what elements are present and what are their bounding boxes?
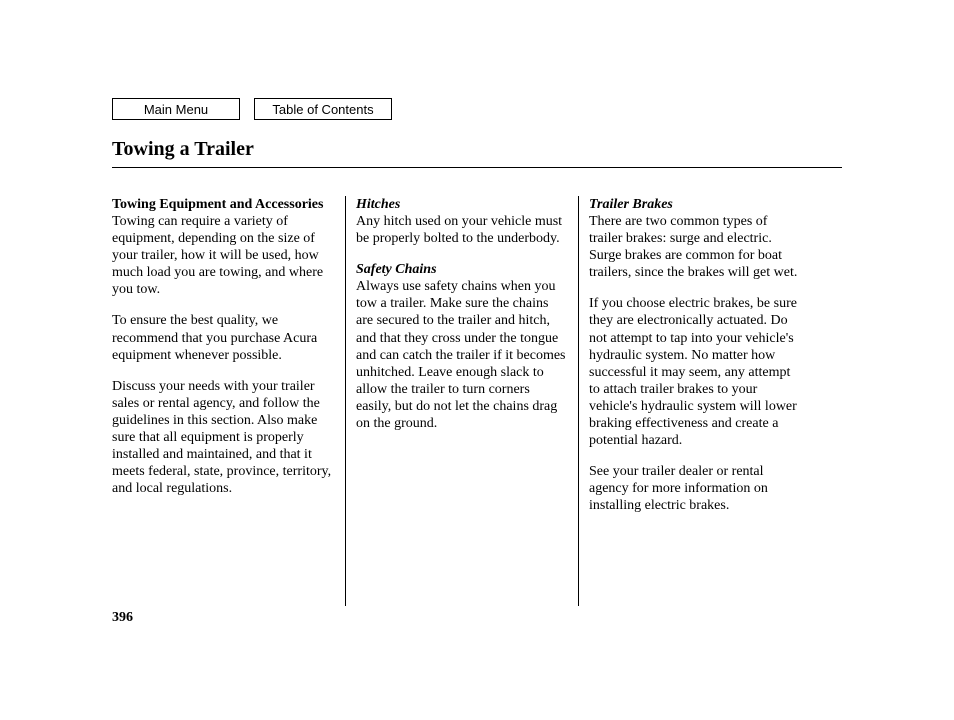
body-paragraph: Always use safety chains when you tow a …	[356, 278, 568, 432]
manual-page: Main Menu Table of Contents Towing a Tra…	[112, 98, 842, 606]
page-number: 396	[112, 610, 133, 626]
body-paragraph: There are two common types of trailer br…	[589, 213, 801, 281]
content-columns: Towing Equipment and Accessories Towing …	[112, 196, 842, 606]
nav-button-row: Main Menu Table of Contents	[112, 98, 842, 120]
section-heading: Safety Chains	[356, 261, 568, 278]
page-title: Towing a Trailer	[112, 138, 842, 161]
column-2: Hitches Any hitch used on your vehicle m…	[345, 196, 578, 606]
column-3: Trailer Brakes There are two common type…	[578, 196, 811, 606]
body-paragraph: Any hitch used on your vehicle must be p…	[356, 213, 568, 247]
column-1: Towing Equipment and Accessories Towing …	[112, 196, 345, 606]
body-paragraph: If you choose electric brakes, be sure t…	[589, 295, 801, 449]
body-paragraph: Towing can require a variety of equipmen…	[112, 213, 335, 298]
main-menu-button[interactable]: Main Menu	[112, 98, 240, 120]
section-heading: Trailer Brakes	[589, 196, 801, 213]
title-rule	[112, 167, 842, 168]
section-heading: Towing Equipment and Accessories	[112, 196, 335, 213]
body-paragraph: To ensure the best quality, we recommend…	[112, 312, 335, 363]
table-of-contents-button[interactable]: Table of Contents	[254, 98, 392, 120]
section-heading: Hitches	[356, 196, 568, 213]
body-paragraph: Discuss your needs with your trailer sal…	[112, 378, 335, 498]
body-paragraph: See your trailer dealer or rental agency…	[589, 463, 801, 514]
